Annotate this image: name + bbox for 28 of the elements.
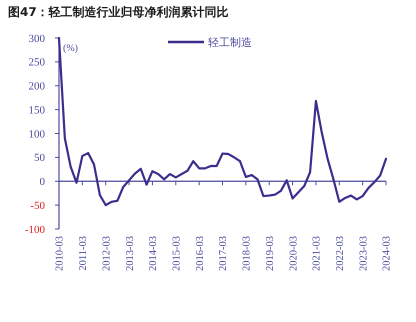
x-tick-label: 2013-03: [124, 236, 136, 271]
y-tick-label: 50: [34, 152, 46, 164]
y-tick-label: 100: [28, 128, 46, 140]
x-tick-label: 2021-03: [312, 236, 323, 271]
x-tick-label: 2012-03: [101, 236, 112, 271]
y-tick-label: -50: [30, 200, 46, 212]
x-tick-label: 2020-03: [288, 236, 300, 271]
x-tick-label: 2017-03: [218, 236, 230, 271]
y-tick-label: 150: [28, 104, 46, 116]
x-tick-label: 2011-03: [78, 236, 90, 271]
x-tick-label: 2024-03: [382, 236, 393, 271]
y-tick-label: 0: [40, 176, 46, 188]
chart-title: 图47：轻工制造行业归母净利润累计同比: [8, 5, 229, 19]
x-tick-label: 2022-03: [334, 236, 346, 271]
x-tick-label: 2023-03: [358, 236, 370, 271]
legend-label: 轻工制造: [208, 36, 252, 49]
y-tick-label: 200: [28, 80, 46, 93]
x-tick-label: 2019-03: [264, 236, 276, 271]
x-tick-label: 2014-03: [148, 236, 160, 271]
y-tick-label: -100: [24, 224, 46, 236]
x-tick-label: 2018-03: [242, 236, 253, 271]
x-tick-label: 2016-03: [194, 236, 206, 271]
x-tick-label: 2010-03: [54, 236, 66, 271]
y-tick-label: 250: [28, 56, 46, 69]
x-tick-label: 2015-03: [171, 236, 182, 271]
line-series: [58, 36, 388, 206]
y-axis-title: (%): [63, 43, 78, 54]
y-tick-label: 300: [28, 32, 46, 45]
